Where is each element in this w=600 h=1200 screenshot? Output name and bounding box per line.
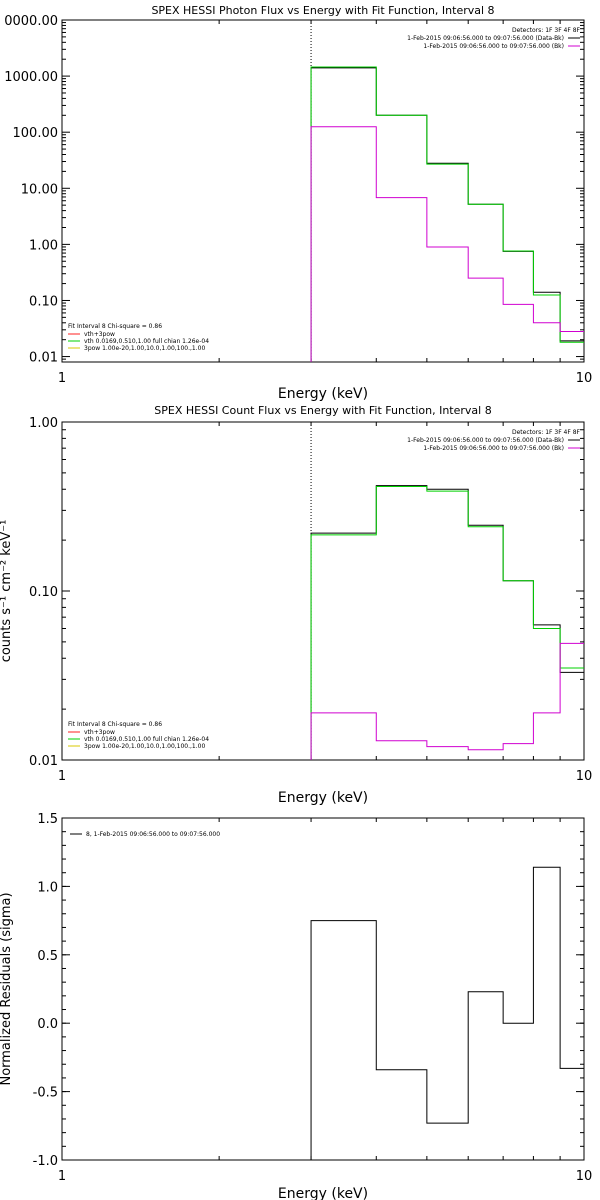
panel3-series-1-step-line (310, 866, 584, 1160)
panel2-legend-tr-label: 1-Feb-2015 09:06:56.000 to 09:07:56.000 … (423, 445, 564, 452)
panel2-legend-fit-title: Fit Interval 8 Chi-square = 0.86 (68, 721, 162, 728)
panel3-y-tick-label: -0.5 (33, 1086, 58, 1101)
panel2-y-tick-label: 1.00 (29, 416, 58, 431)
panel2-legend-detectors: Detectors: 1F 3F 4F 8F (512, 429, 581, 436)
panel2-x-tick-label: 1 (58, 769, 66, 784)
panel1-y-tick-label: 100.00 (13, 126, 59, 141)
panel3-y-tick-label: 0.0 (37, 1017, 58, 1032)
panel2-series-1-step-line (310, 485, 584, 760)
panel1-legend-bl-label: 3pow 1.00e-20,1.00,10.0,1.00,100.,1.00 (84, 345, 205, 352)
panel1-legend-tr-label: 1-Feb-2015 09:06:56.000 to 09:07:56.000 … (423, 43, 564, 50)
panel1-y-tick-label: 0.01 (29, 351, 58, 366)
panel2-legend-bl-label: vth 0.0169,0.510,1.00 full chian 1.26e-0… (84, 736, 209, 743)
panel2-x-tick-label: 10 (576, 769, 593, 784)
panel3-y-tick-label: -1.0 (33, 1154, 58, 1169)
panel1-y-tick-label: 0000.00 (4, 14, 58, 29)
panel3-y-tick-label: 1.0 (37, 880, 58, 895)
panel2-y-tick-label: 0.01 (29, 754, 58, 769)
panel2-y-axis-label: counts s⁻¹ cm⁻² keV⁻¹ (0, 520, 14, 663)
panel2-legend-bl-label: 3pow 1.00e-20,1.00,10.0,1.00,100.,1.00 (84, 743, 205, 750)
panel2-legend-bl-label: vth+3pow (84, 729, 115, 736)
panel2-y-tick-label: 0.10 (29, 585, 58, 600)
panel1-y-tick-label: 10.00 (21, 182, 58, 197)
panel1-legend-detectors: Detectors: 1F 3F 4F 8F (512, 27, 581, 34)
panel3-x-tick-label: 1 (58, 1169, 66, 1184)
panel3-y-tick-label: 1.5 (37, 812, 58, 827)
panel3-y-axis-label: Normalized Residuals (sigma) (0, 892, 14, 1085)
panel1-plot-frame (61, 19, 585, 363)
panel2-series-2-step-line (310, 486, 584, 760)
panel1-x-axis-label: Energy (keV) (278, 386, 368, 402)
panel2-series-3-step-line (310, 642, 584, 760)
panel1-legend-bl-label: vth+3pow (84, 331, 115, 338)
panel3-legend-tl-label: 8, 1-Feb-2015 09:06:56.000 to 09:07:56.0… (86, 831, 220, 838)
panel1-y-tick-label: 0.10 (29, 294, 58, 309)
panel1-y-tick-label: 1000.00 (4, 70, 58, 85)
panel2-title: SPEX HESSI Count Flux vs Energy with Fit… (154, 404, 491, 417)
panel1-legend-fit-title: Fit Interval 8 Chi-square = 0.86 (68, 323, 162, 330)
panel1-legend-bl-label: vth 0.0169,0.510,1.00 full chian 1.26e-0… (84, 338, 209, 345)
panel3-x-tick-label: 10 (576, 1169, 593, 1184)
panel1-series-3-step-line (310, 126, 584, 362)
panel1-series-2-step-line (310, 66, 584, 362)
panel3-y-tick-label: 0.5 (37, 949, 58, 964)
panel2-x-axis-label: Energy (keV) (278, 790, 368, 806)
panel2-legend-tr-label: 1-Feb-2015 09:06:56.000 to 09:07:56.000 … (407, 437, 564, 444)
panel3-x-axis-label: Energy (keV) (278, 1186, 368, 1200)
panel1-x-tick-label: 10 (576, 371, 593, 386)
panel1-title: SPEX HESSI Photon Flux vs Energy with Fi… (151, 4, 494, 17)
panel1-y-tick-label: 1.00 (29, 238, 58, 253)
panel3-plot-frame (61, 817, 585, 1161)
panel1-x-tick-label: 1 (58, 371, 66, 386)
panel2-plot-frame (61, 421, 585, 761)
panel1-series-1-step-line (310, 67, 584, 362)
panel1-legend-tr-label: 1-Feb-2015 09:06:56.000 to 09:07:56.000 … (407, 35, 564, 42)
